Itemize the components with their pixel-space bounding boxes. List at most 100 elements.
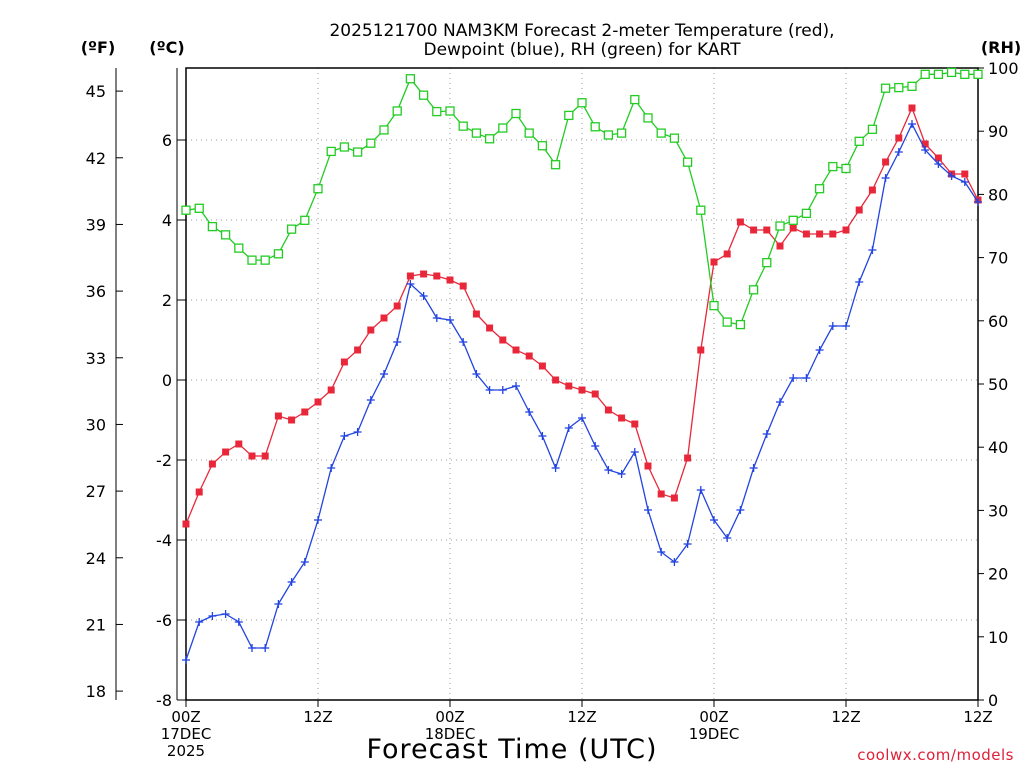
rh-point — [682, 157, 693, 167]
temperature-point — [763, 226, 771, 234]
dewpoint-point — [881, 174, 890, 182]
rh-point — [524, 128, 534, 138]
dewpoint-point — [934, 160, 943, 168]
dewpoint-point — [670, 558, 679, 566]
dewpoint-point — [327, 464, 336, 472]
rh-tick-label: 20 — [988, 565, 1008, 584]
rh-point — [946, 67, 957, 78]
temperature-point — [895, 134, 903, 142]
celsius-tick-label: 2 — [162, 291, 172, 310]
dewpoint-point — [696, 486, 705, 494]
rh-point — [577, 98, 587, 108]
temperature-point — [446, 276, 454, 284]
temperature-point — [591, 390, 599, 398]
fahrenheit-tick-label: 36 — [86, 282, 106, 301]
fahrenheit-tick-label: 42 — [86, 149, 106, 168]
rh-tick-label: 30 — [988, 501, 1008, 520]
temperature-point — [789, 224, 797, 232]
temperature-point — [882, 158, 890, 166]
celsius-tick-label: -6 — [156, 611, 172, 630]
temperature-point — [288, 416, 296, 424]
rh-point — [894, 82, 904, 93]
rh-point — [656, 128, 666, 138]
temperature-point — [934, 154, 942, 162]
rh-point — [181, 205, 191, 215]
fahrenheit-tick-label: 18 — [86, 682, 106, 701]
rh-point — [379, 125, 389, 135]
rh-point — [207, 221, 218, 232]
rh-point — [709, 300, 719, 311]
dewpoint-point — [921, 146, 930, 154]
x-tick-label: 00Z — [171, 708, 200, 726]
dewpoint-point — [406, 280, 415, 288]
rh-point — [352, 147, 363, 157]
celsius-tick-label: -8 — [156, 691, 172, 710]
temperature-point — [578, 386, 586, 394]
rh-point — [432, 106, 442, 117]
rh-point — [854, 136, 864, 146]
dewpoint-point — [723, 534, 732, 542]
dewpoint-point — [749, 464, 758, 472]
credit-text: coolwx.com/models — [857, 746, 1014, 764]
rh-point — [405, 74, 416, 84]
rh-point — [445, 106, 455, 116]
dewpoint-point — [868, 246, 877, 254]
rh-point — [801, 208, 812, 219]
dewpoint-point — [380, 370, 388, 378]
temperature-point — [684, 454, 692, 462]
temperature-point — [842, 226, 850, 234]
rh-tick-label: 70 — [988, 249, 1008, 268]
dewpoint-point — [446, 316, 454, 324]
x-tick-label: 17DEC — [161, 725, 212, 743]
celsius-unit-label: (ºC) — [149, 38, 184, 57]
temperature-point — [512, 346, 520, 354]
rh-point — [841, 163, 851, 174]
dewpoint-point — [974, 198, 982, 206]
dewpoint-point — [947, 172, 956, 180]
temperature-point — [261, 452, 269, 460]
rh-point — [511, 108, 521, 119]
rh-point — [920, 69, 930, 79]
rh-point — [484, 134, 495, 144]
dewpoint-point — [208, 612, 217, 620]
temperature-point — [433, 272, 441, 280]
rh-point — [973, 69, 983, 79]
rh-tick-label: 90 — [988, 122, 1008, 141]
fahrenheit-tick-label: 24 — [86, 549, 106, 568]
celsius-tick-label: -2 — [156, 451, 172, 470]
rh-point — [273, 249, 284, 259]
rh-point — [339, 142, 350, 152]
x-tick-label: 19DEC — [689, 725, 740, 743]
dewpoint-point — [789, 374, 798, 382]
temperature-point — [697, 346, 705, 354]
rh-tick-label: 80 — [988, 185, 1008, 204]
temperature-point — [499, 336, 507, 344]
dewpoint-point — [248, 644, 256, 652]
dewpoint-point — [485, 386, 494, 394]
rh-point — [418, 90, 429, 100]
rh-tick-label: 10 — [988, 628, 1008, 647]
rh-point — [471, 128, 482, 138]
rh-point — [748, 285, 759, 295]
chart-title-line-1: 2025121700 NAM3KM Forecast 2-meter Tempe… — [329, 21, 834, 41]
temperature-point — [644, 462, 652, 470]
x-tick-label: 12Z — [303, 708, 332, 726]
rh-point — [366, 138, 376, 148]
x-tick-label: 12Z — [567, 708, 596, 726]
celsius-tick-label: -4 — [156, 531, 172, 550]
series-2-meter-temperature — [182, 104, 982, 528]
temperature-point — [235, 440, 243, 448]
rh-point — [630, 94, 640, 105]
dewpoint-point — [314, 516, 322, 524]
dewpoint-point — [419, 292, 428, 300]
x-tick-label: 00Z — [435, 708, 464, 726]
dewpoint-point — [459, 338, 468, 346]
celsius-tick-label: 6 — [162, 131, 172, 150]
dewpoint-point — [894, 148, 903, 156]
rh-tick-label: 100 — [988, 59, 1019, 78]
fahrenheit-tick-label: 21 — [86, 615, 106, 634]
data-series — [181, 67, 983, 664]
rh-point — [603, 130, 614, 140]
temperature-point — [723, 250, 731, 258]
rh-unit-label: (RH) — [981, 38, 1021, 57]
